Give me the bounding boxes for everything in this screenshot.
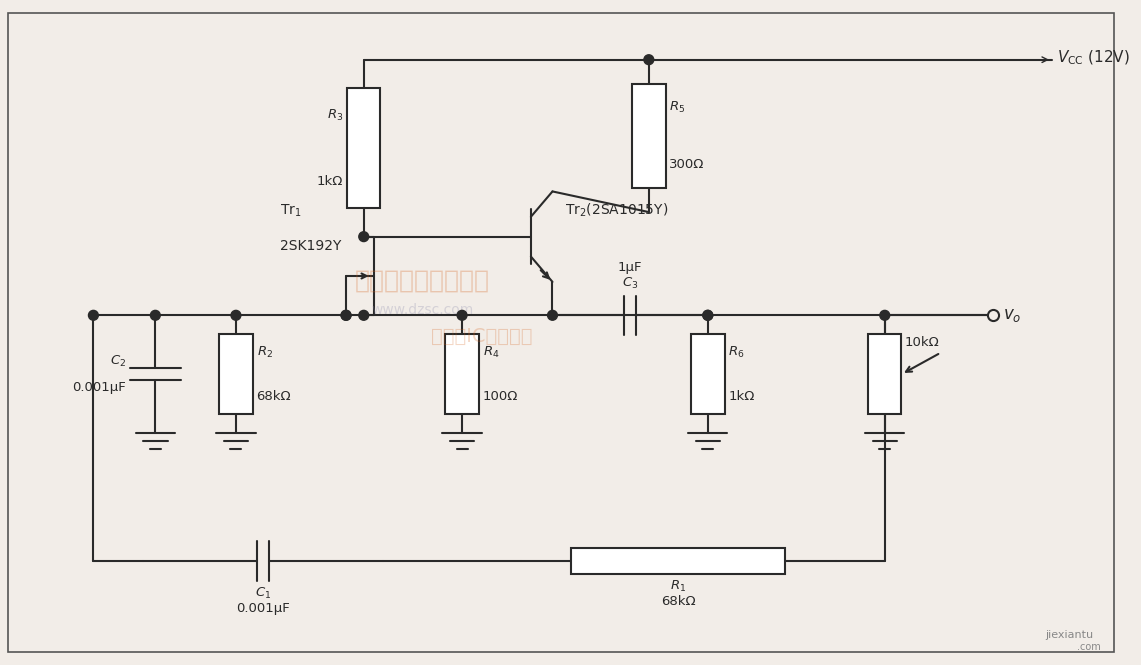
Bar (632, 84, 665, 188)
Bar (347, 88, 380, 208)
Circle shape (548, 311, 558, 321)
Circle shape (458, 311, 467, 321)
Text: www.dzsc.com: www.dzsc.com (372, 303, 474, 317)
Text: 1kΩ: 1kΩ (728, 390, 755, 403)
Bar (868, 334, 901, 414)
Text: 杭州缝维库电子市场: 杭州缝维库电子市场 (355, 269, 491, 293)
Text: 10kΩ: 10kΩ (905, 336, 939, 348)
Text: 1kΩ: 1kΩ (317, 175, 343, 188)
Circle shape (151, 311, 160, 321)
Bar (219, 334, 252, 414)
Text: 300Ω: 300Ω (670, 158, 705, 171)
Text: 68kΩ: 68kΩ (257, 390, 291, 403)
Text: $\mathit{C_1}$: $\mathit{C_1}$ (254, 586, 272, 600)
Text: $\mathit{C_2}$: $\mathit{C_2}$ (110, 354, 126, 369)
Text: 68kΩ: 68kΩ (661, 595, 696, 608)
Text: $\mathit{R_5}$: $\mathit{R_5}$ (670, 100, 686, 115)
Circle shape (341, 311, 351, 321)
Bar (572, 548, 785, 574)
Circle shape (644, 55, 654, 65)
Circle shape (341, 311, 351, 321)
Text: $\mathit{R_1}$: $\mathit{R_1}$ (670, 579, 687, 594)
Text: 0.001μF: 0.001μF (72, 380, 126, 394)
Circle shape (230, 311, 241, 321)
Circle shape (703, 311, 713, 321)
Text: 0.001μF: 0.001μF (236, 602, 290, 615)
Text: $\mathit{R_6}$: $\mathit{R_6}$ (728, 344, 745, 360)
Text: Tr$_1$: Tr$_1$ (281, 203, 301, 219)
Circle shape (703, 311, 713, 321)
Text: 100Ω: 100Ω (483, 390, 518, 403)
Text: jiexiantu: jiexiantu (1045, 630, 1093, 640)
Text: 1μF: 1μF (618, 261, 642, 274)
Circle shape (880, 311, 890, 321)
Text: 全球最IC采购网站: 全球最IC采购网站 (431, 327, 533, 346)
Text: $\mathit{v_o}$: $\mathit{v_o}$ (1003, 307, 1021, 325)
Text: $\mathit{R_4}$: $\mathit{R_4}$ (483, 344, 500, 360)
Text: $\mathit{C_3}$: $\mathit{C_3}$ (622, 275, 638, 291)
Text: .com: .com (1077, 642, 1101, 652)
Bar (691, 334, 725, 414)
Circle shape (89, 311, 98, 321)
Circle shape (358, 311, 369, 321)
Text: Tr$_2$(2SA1015Y): Tr$_2$(2SA1015Y) (565, 201, 669, 219)
Circle shape (358, 231, 369, 241)
Text: $\mathit{R_3}$: $\mathit{R_3}$ (326, 108, 343, 122)
Text: $\mathit{R_2}$: $\mathit{R_2}$ (257, 344, 273, 360)
Text: $\mathit{V}_{\mathrm{CC}}$ (12V): $\mathit{V}_{\mathrm{CC}}$ (12V) (1057, 49, 1130, 67)
Bar (445, 334, 479, 414)
Text: 2SK192Y: 2SK192Y (281, 239, 341, 253)
